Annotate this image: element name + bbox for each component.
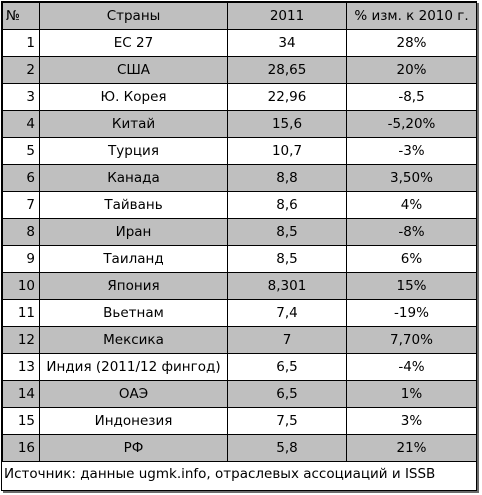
row-num-cell: 11 <box>2 299 40 327</box>
row-num-cell: 4 <box>2 110 40 138</box>
table-frame: № Страны 2011 % изм. к 2010 г. 1 ЕС 27 34 2… <box>1 1 477 491</box>
row-num-cell: 3 <box>2 83 40 111</box>
row-value-cell: 6,5 <box>227 380 347 408</box>
table-row: 12 Мексика 7 7,70% <box>2 326 477 354</box>
row-num-cell: 7 <box>2 191 40 219</box>
row-value-cell: 28,65 <box>227 56 347 84</box>
row-change-cell: 20% <box>346 56 477 84</box>
table-row: 3 Ю. Корея 22,96 -8,5 <box>2 83 477 111</box>
row-change-cell: 7,70% <box>346 326 477 354</box>
source-note: Источник: данные ugmk.info, отраслевых а… <box>4 466 436 482</box>
row-country-cell: ЕС 27 <box>39 29 228 57</box>
table-row: 4 Китай 15,6 -5,20% <box>2 110 477 138</box>
row-num-cell: 9 <box>2 245 40 273</box>
table-row: 2 США 28,65 20% <box>2 56 477 84</box>
row-value-cell: 7,5 <box>227 407 347 435</box>
header-country: Страны <box>39 2 228 30</box>
row-num-cell: 12 <box>2 326 40 354</box>
row-country-cell: ОАЭ <box>39 380 228 408</box>
table-row: 14 ОАЭ 6,5 1% <box>2 380 477 408</box>
row-value-cell: 10,7 <box>227 137 347 165</box>
row-value-cell: 8,5 <box>227 218 347 246</box>
header-num: № <box>2 2 40 30</box>
row-change-cell: 28% <box>346 29 477 57</box>
row-num-cell: 2 <box>2 56 40 84</box>
row-num-cell: 8 <box>2 218 40 246</box>
row-change-cell: -8% <box>346 218 477 246</box>
row-change-cell: -4% <box>346 353 477 381</box>
row-num-cell: 1 <box>2 29 40 57</box>
row-value-cell: 7,4 <box>227 299 347 327</box>
row-value-cell: 8,8 <box>227 164 347 192</box>
row-country-cell: Мексика <box>39 326 228 354</box>
row-value-cell: 7 <box>227 326 347 354</box>
table-row: 11 Вьетнам 7,4 -19% <box>2 299 477 327</box>
row-country-cell: Иран <box>39 218 228 246</box>
row-num-cell: 5 <box>2 137 40 165</box>
row-country-cell: Индонезия <box>39 407 228 435</box>
row-num-cell: 13 <box>2 353 40 381</box>
table-row: 9 Таиланд 8,5 6% <box>2 245 477 273</box>
row-country-cell: Япония <box>39 272 228 300</box>
row-country-cell: Турция <box>39 137 228 165</box>
row-change-cell: 1% <box>346 380 477 408</box>
header-change: % изм. к 2010 г. <box>346 2 477 30</box>
row-change-cell: 6% <box>346 245 477 273</box>
row-num-cell: 6 <box>2 164 40 192</box>
row-change-cell: -5,20% <box>346 110 477 138</box>
table-row: 5 Турция 10,7 -3% <box>2 137 477 165</box>
row-change-cell: 3,50% <box>346 164 477 192</box>
table-row: 6 Канада 8,8 3,50% <box>2 164 477 192</box>
row-country-cell: Канада <box>39 164 228 192</box>
row-country-cell: РФ <box>39 434 228 462</box>
countries-table: № Страны 2011 % изм. к 2010 г. 1 ЕС 27 34 2… <box>2 2 477 462</box>
table-body: 1 ЕС 27 34 28% 2 США 28,65 20% 3 Ю. Корея 22,96 -8,… <box>2 29 477 462</box>
table-row: 16 РФ 5,8 21% <box>2 434 477 462</box>
row-value-cell: 34 <box>227 29 347 57</box>
row-country-cell: Китай <box>39 110 228 138</box>
row-country-cell: Вьетнам <box>39 299 228 327</box>
row-country-cell: США <box>39 56 228 84</box>
header-year: 2011 <box>227 2 347 30</box>
table-row: 8 Иран 8,5 -8% <box>2 218 477 246</box>
table-row: 7 Тайвань 8,6 4% <box>2 191 477 219</box>
row-value-cell: 8,301 <box>227 272 347 300</box>
row-num-cell: 10 <box>2 272 40 300</box>
table-row: 13 Индия (2011/12 фингод) 6,5 -4% <box>2 353 477 381</box>
table-row: 1 ЕС 27 34 28% <box>2 29 477 57</box>
row-change-cell: -8,5 <box>346 83 477 111</box>
row-value-cell: 6,5 <box>227 353 347 381</box>
table-row: 15 Индонезия 7,5 3% <box>2 407 477 435</box>
row-change-cell: -3% <box>346 137 477 165</box>
row-value-cell: 22,96 <box>227 83 347 111</box>
row-country-cell: Таиланд <box>39 245 228 273</box>
row-num-cell: 16 <box>2 434 40 462</box>
row-change-cell: 21% <box>346 434 477 462</box>
row-change-cell: 15% <box>346 272 477 300</box>
row-change-cell: 4% <box>346 191 477 219</box>
header-row: № Страны 2011 % изм. к 2010 г. <box>2 2 477 30</box>
table-row: 10 Япония 8,301 15% <box>2 272 477 300</box>
row-num-cell: 14 <box>2 380 40 408</box>
row-value-cell: 15,6 <box>227 110 347 138</box>
row-value-cell: 8,5 <box>227 245 347 273</box>
row-value-cell: 5,8 <box>227 434 347 462</box>
row-country-cell: Индия (2011/12 фингод) <box>39 353 228 381</box>
row-num-cell: 15 <box>2 407 40 435</box>
row-country-cell: Ю. Корея <box>39 83 228 111</box>
row-country-cell: Тайвань <box>39 191 228 219</box>
row-change-cell: 3% <box>346 407 477 435</box>
row-change-cell: -19% <box>346 299 477 327</box>
row-value-cell: 8,6 <box>227 191 347 219</box>
